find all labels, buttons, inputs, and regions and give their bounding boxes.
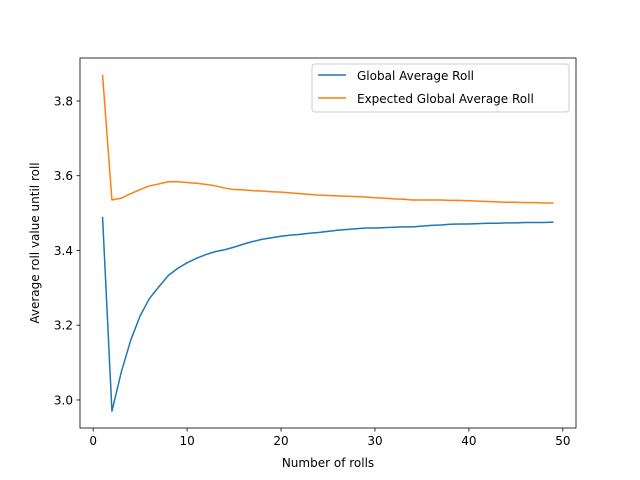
legend-label-expected-global-average-roll: Expected Global Average Roll bbox=[357, 92, 534, 106]
plot-area bbox=[80, 58, 576, 428]
legend: Global Average Roll Expected Global Aver… bbox=[311, 63, 570, 113]
series-line-0 bbox=[101, 216, 554, 412]
x-tick-label: 0 bbox=[89, 434, 97, 448]
y-tick-label: 3.4 bbox=[54, 244, 73, 258]
y-axis-ticks: 3.0 3.2 3.4 3.6 3.8 bbox=[54, 94, 80, 407]
series-layer bbox=[101, 74, 554, 412]
x-tick-label: 30 bbox=[367, 434, 382, 448]
x-tick-label: 50 bbox=[555, 434, 570, 448]
series-line-1 bbox=[101, 74, 554, 204]
plot-frame bbox=[79, 57, 577, 429]
x-tick-label: 10 bbox=[179, 434, 194, 448]
x-tick-label: 20 bbox=[273, 434, 288, 448]
x-tick-label: 40 bbox=[461, 434, 476, 448]
legend-box bbox=[311, 63, 570, 113]
y-tick-label: 3.6 bbox=[54, 169, 73, 183]
y-axis-label: Average roll value until roll bbox=[28, 162, 42, 323]
y-tick-label: 3.0 bbox=[54, 393, 73, 407]
x-axis-label: Number of rolls bbox=[282, 456, 374, 470]
legend-label-global-average-roll: Global Average Roll bbox=[357, 69, 474, 83]
y-tick-label: 3.2 bbox=[54, 319, 73, 333]
y-tick-label: 3.8 bbox=[54, 94, 73, 108]
x-axis-ticks: 0 10 20 30 40 50 bbox=[89, 428, 570, 448]
